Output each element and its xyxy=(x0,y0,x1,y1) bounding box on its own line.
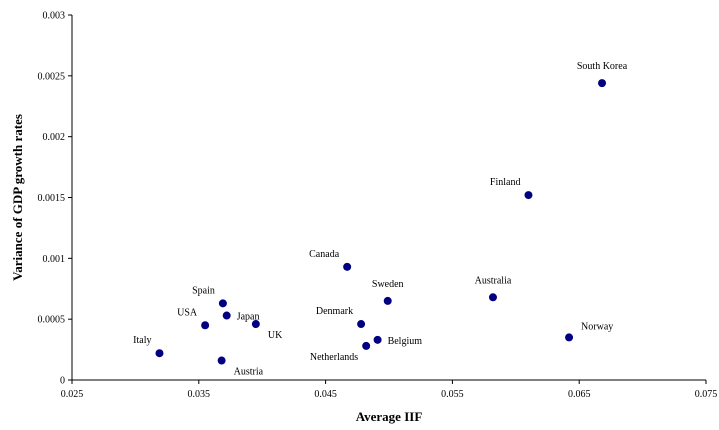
data-points xyxy=(155,79,607,365)
x-tick-label: 0.035 xyxy=(188,389,211,400)
x-tick-label: 0.075 xyxy=(695,389,718,400)
y-tick-label: 0.001 xyxy=(43,254,66,265)
point-label: Spain xyxy=(192,285,215,296)
point-label: Belgium xyxy=(388,336,423,347)
point-labels: South Korea Finland Canada Australia Sweden S… xyxy=(133,61,628,377)
point-label: USA xyxy=(177,307,198,318)
y-ticks: 0 0.0005 0.001 0.0015 0.002 0.0025 0.003 xyxy=(38,11,72,387)
x-axis-title: Average IIF xyxy=(356,409,423,424)
point-label: Japan xyxy=(237,312,260,323)
point-label: UK xyxy=(268,330,283,341)
data-point xyxy=(155,349,164,358)
point-label: South Korea xyxy=(577,61,628,72)
x-tick-label: 0.025 xyxy=(61,389,84,400)
y-tick-label: 0.002 xyxy=(43,132,66,143)
data-point xyxy=(488,293,497,302)
data-point xyxy=(217,356,226,365)
x-tick-label: 0.055 xyxy=(441,389,464,400)
point-label: Netherlands xyxy=(310,352,358,363)
point-label: Austria xyxy=(234,367,264,378)
point-label: Australia xyxy=(475,275,512,286)
data-point xyxy=(362,341,371,350)
y-tick-label: 0.003 xyxy=(43,11,66,22)
data-point xyxy=(357,320,366,329)
y-tick-label: 0 xyxy=(60,376,65,387)
data-point xyxy=(251,320,260,329)
point-label: Denmark xyxy=(316,306,353,317)
x-tick-label: 0.065 xyxy=(568,389,591,400)
data-point xyxy=(222,311,231,320)
point-label: Canada xyxy=(309,249,340,260)
point-label: Norway xyxy=(581,321,613,332)
y-axis-title: Variance of GDP growth rates xyxy=(10,114,25,281)
point-label: Sweden xyxy=(372,279,404,290)
y-tick-label: 0.0005 xyxy=(38,315,66,326)
data-point xyxy=(218,299,227,308)
x-ticks: 0.025 0.035 0.045 0.055 0.065 0.075 xyxy=(61,380,718,400)
point-label: Finland xyxy=(490,177,521,188)
y-tick-label: 0.0025 xyxy=(38,71,66,82)
data-point xyxy=(383,296,392,305)
data-point xyxy=(565,333,574,342)
data-point xyxy=(343,262,352,271)
point-label: Italy xyxy=(133,335,151,346)
data-point xyxy=(598,79,607,88)
data-point xyxy=(524,191,533,200)
data-point xyxy=(373,335,382,344)
y-tick-label: 0.0015 xyxy=(38,193,66,204)
x-tick-label: 0.045 xyxy=(314,389,337,400)
data-point xyxy=(201,321,210,330)
